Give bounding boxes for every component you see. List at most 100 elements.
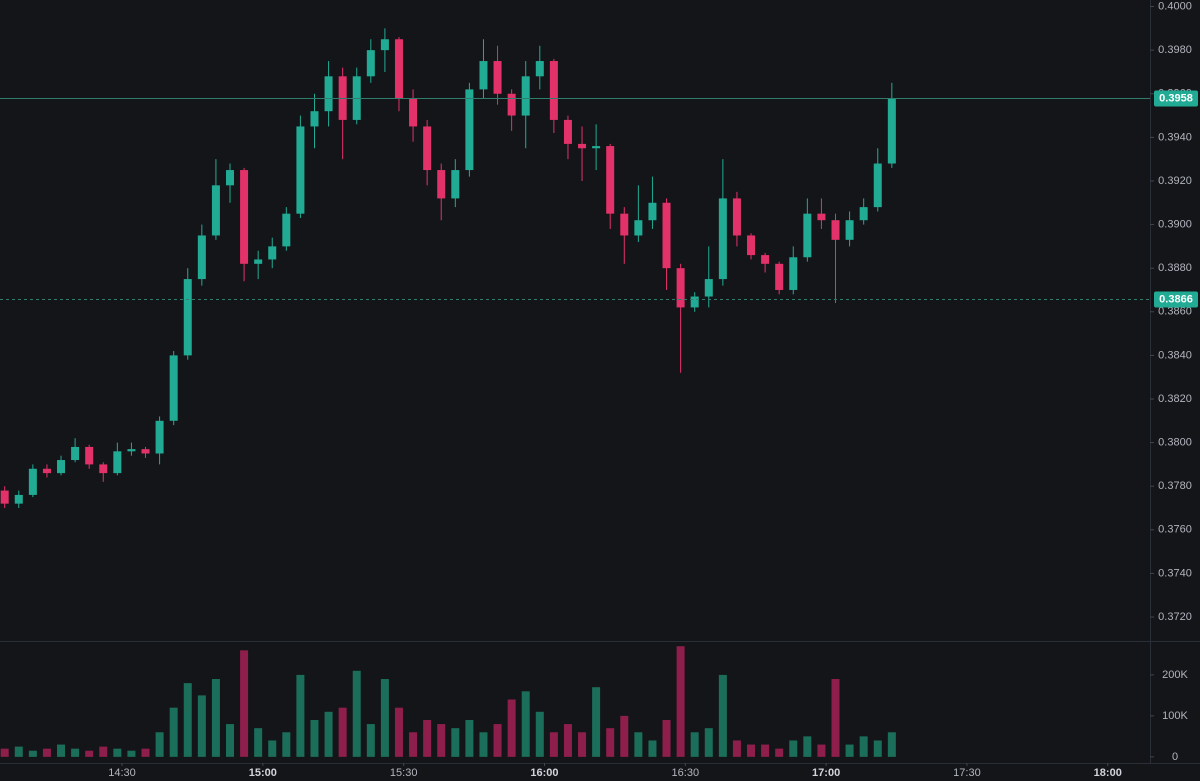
candle-body [606,146,615,214]
candle-body [563,119,572,144]
y-tick-label: 0.3840 [1158,349,1192,361]
volume-bar [634,732,643,757]
volume-bar [42,748,51,757]
candle-body [789,257,798,290]
candle-body [662,202,671,269]
volume-bar [141,748,150,757]
volume-bar [789,740,798,757]
candle-body [887,98,896,164]
volume-bar [620,715,629,757]
candle-body [42,468,51,474]
volume-bar [549,732,558,757]
x-tick-label: 17:30 [953,767,981,779]
volume-bar [718,674,727,757]
candle-body [676,268,685,308]
candle-body [366,50,375,77]
candle-body [831,220,840,240]
x-tick-label: 17:00 [812,767,840,779]
volume-bar [521,691,530,757]
volume-bar [127,750,136,757]
candle-body [578,143,587,149]
x-tick-label: 15:00 [249,767,277,779]
volume-bar [423,719,432,757]
volume-bar [169,707,178,757]
volume-bar [338,707,347,757]
candle-body [211,185,220,236]
price-label: 0.3958 [1159,92,1193,104]
volume-bar [817,744,826,757]
volume-bar [352,670,361,757]
candle-body [99,464,108,474]
candle-body [465,89,474,171]
candle-body [240,170,249,264]
candle-body [57,460,66,474]
candle-body [85,446,94,465]
volume-bar [592,687,601,757]
volume-bar [690,732,699,757]
volume-bar [254,728,263,757]
volume-bar [859,736,868,757]
volume-bar [99,746,108,757]
volume-bar [211,679,220,757]
volume-bar [831,679,840,757]
candle-body [620,213,629,236]
candle-body [282,213,291,247]
y-tick-label: 0.4000 [1158,0,1192,12]
volume-bar [28,750,37,757]
candle-body [296,126,305,214]
volume-bar [535,711,544,757]
candle-body [409,98,418,127]
volume-bar [761,744,770,757]
candle-body [451,170,460,199]
volume-bar [578,732,587,757]
volume-bar [676,646,685,757]
candle-body [817,213,826,221]
volume-bar [310,719,319,757]
volume-bar [732,740,741,757]
y-tick-label: 0.3720 [1158,611,1192,623]
volume-bar [479,732,488,757]
y-tick-label: 0.3900 [1158,218,1192,230]
candle-body [535,61,544,77]
candle-body [479,61,488,90]
candle-body [226,170,234,186]
volume-bar [803,736,812,757]
candle-body [690,296,699,308]
volume-bar [85,750,94,757]
volume-bar [113,748,122,757]
volume-bar [493,724,502,757]
volume-bar [197,695,206,757]
volume-bar [282,732,291,757]
candle-body [0,490,9,504]
volume-bar [704,728,713,757]
candle-body [507,93,516,116]
candle-body [141,449,150,454]
volume-bar [873,740,882,757]
candle-body [394,39,403,99]
candle-body [268,246,277,260]
price-label: 0.3866 [1159,293,1193,305]
candle-body [380,39,389,51]
candle-body [14,494,23,504]
x-tick-label: 15:30 [390,767,418,779]
y-tick-label: 0.3880 [1158,262,1192,274]
volume-bar [380,679,389,757]
y-tick-label: 0.3940 [1158,131,1192,143]
volume-bar [465,719,474,757]
y-tick-label: 0.3820 [1158,393,1192,405]
volume-bar [648,740,657,757]
volume-bar [394,707,403,757]
volume-tick-label: 0 [1172,751,1178,763]
candle-body [254,259,263,264]
volume-bar [155,732,164,757]
volume-bar [183,683,192,757]
volume-bar [226,724,234,757]
candle-body [127,449,136,452]
y-tick-label: 0.3800 [1158,437,1192,449]
candle-body [423,126,432,171]
volume-tick-label: 200K [1162,669,1188,681]
candle-body [803,213,812,258]
